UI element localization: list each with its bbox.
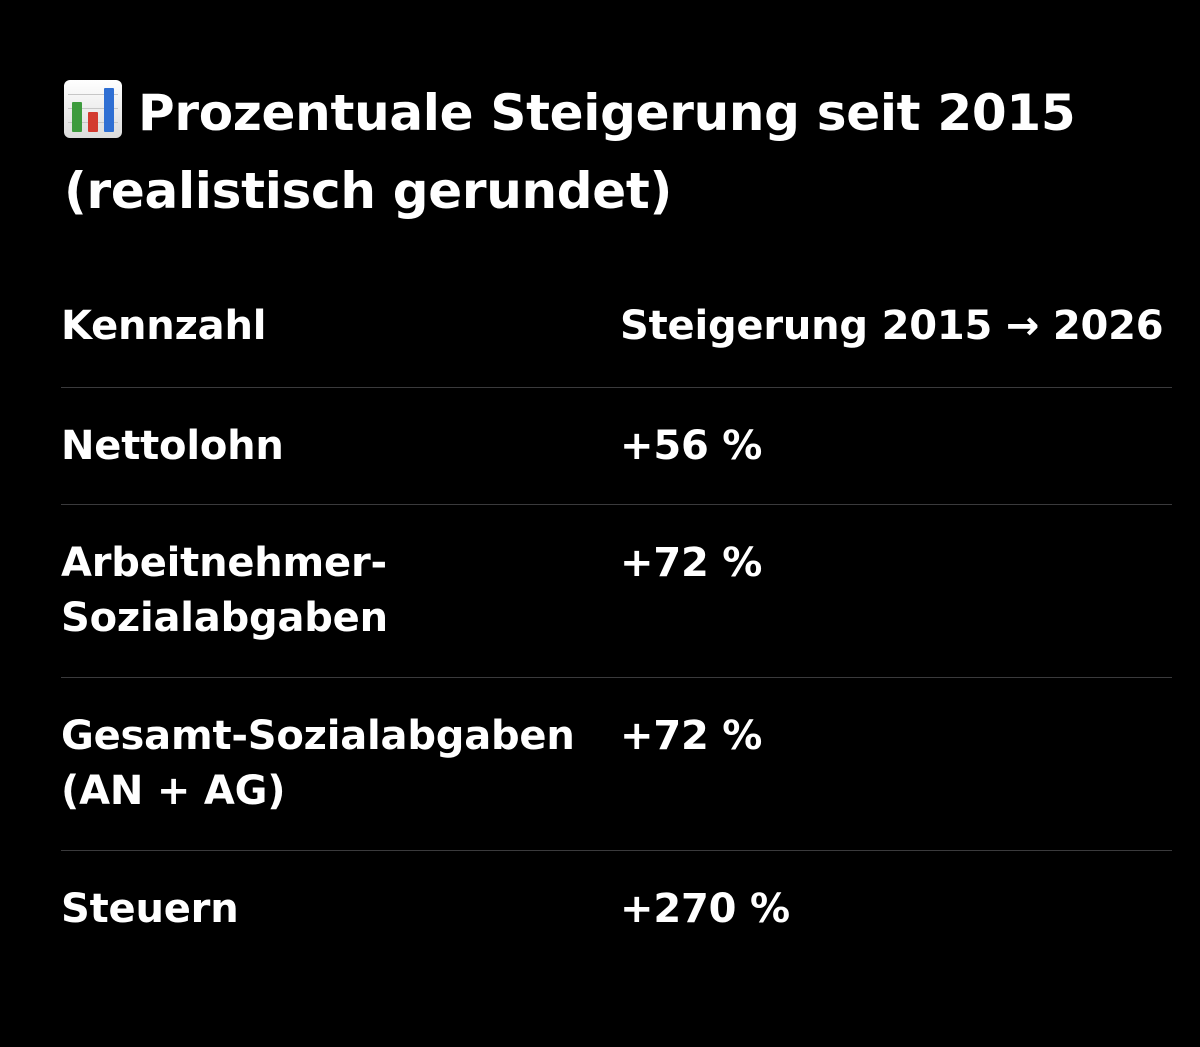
table-row: Steuern +270 % <box>61 851 1172 971</box>
cell-kennzahl: Nettolohn <box>61 423 284 469</box>
page-title-text: Prozentuale Steigerung seit 2015 (realis… <box>64 84 1076 220</box>
column-header-kennzahl: Kennzahl <box>61 303 267 349</box>
cell-steigerung: +56 % <box>620 423 763 469</box>
cell-steigerung: +270 % <box>620 886 790 932</box>
table-header-row: Kennzahl Steigerung 2015 → 2026 <box>61 280 1172 388</box>
cell-steigerung: +72 % <box>620 713 763 759</box>
cell-kennzahl: Steuern <box>61 886 239 932</box>
bar-chart-icon <box>64 80 122 138</box>
cell-kennzahl: Gesamt-Sozialabgaben (AN + AG) <box>61 713 575 814</box>
table-row: Gesamt-Sozialabgaben (AN + AG) +72 % <box>61 678 1172 851</box>
column-header-steigerung: Steigerung 2015 → 2026 <box>620 303 1164 349</box>
cell-kennzahl: Arbeitnehmer-Sozialabgaben <box>61 540 388 641</box>
page-title: Prozentuale Steigerung seit 2015 (realis… <box>64 74 1164 230</box>
table-row: Nettolohn +56 % <box>61 388 1172 505</box>
data-table: Kennzahl Steigerung 2015 → 2026 Nettoloh… <box>61 280 1172 971</box>
table-row: Arbeitnehmer-Sozialabgaben +72 % <box>61 505 1172 678</box>
cell-steigerung: +72 % <box>620 540 763 586</box>
